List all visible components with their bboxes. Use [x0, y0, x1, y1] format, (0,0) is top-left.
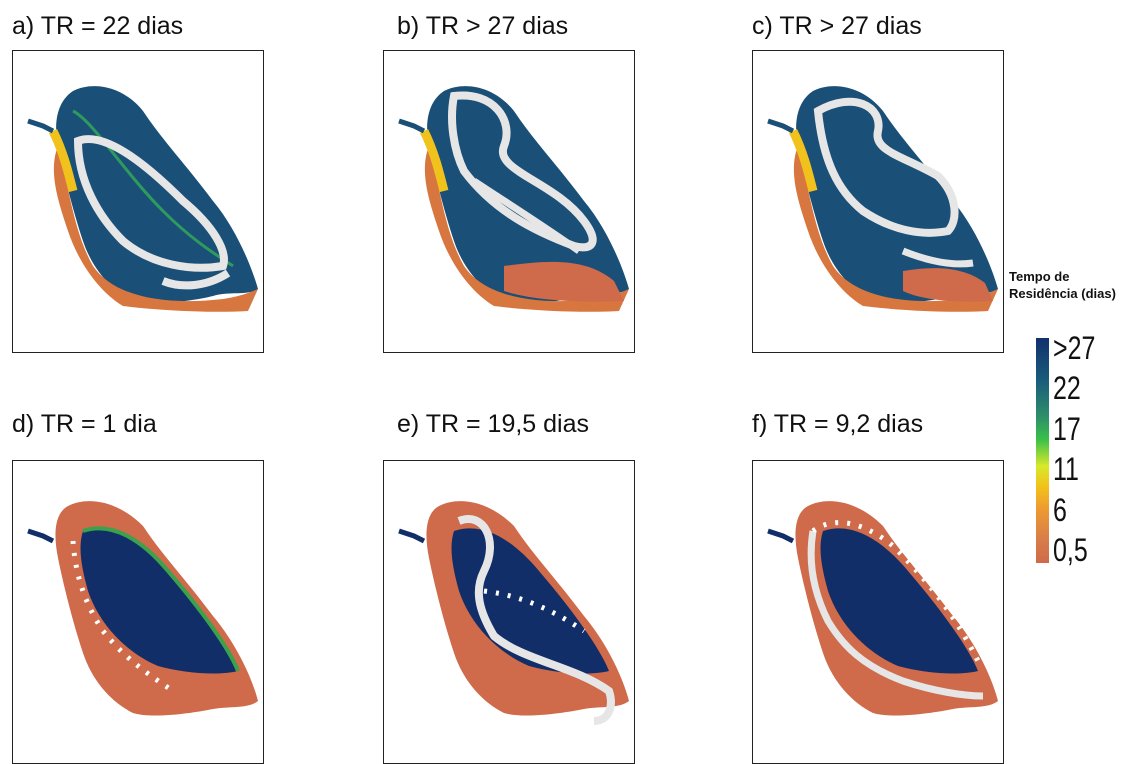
map-f-graphic: [767, 501, 998, 716]
legend-tick-17: 17: [1053, 411, 1081, 447]
panel-f-title: f) TR = 9,2 dias: [752, 410, 924, 438]
panel-c-title: c) TR > 27 dias: [752, 12, 922, 40]
legend-tick-11: 11: [1053, 451, 1079, 487]
map-b-graphic: [398, 86, 629, 312]
panel-d-title: d) TR = 1 dia: [12, 410, 157, 438]
map-d-graphic: [27, 501, 258, 716]
map-panel-e: [383, 460, 635, 764]
panel-b-title: b) TR > 27 dias: [397, 12, 569, 40]
map-a-graphic: [27, 86, 258, 312]
legend-tick-0-5: 0,5: [1053, 532, 1088, 568]
legend-title-line2: Residência (dias): [1009, 286, 1116, 301]
map-panel-d: [12, 460, 264, 764]
legend-tick-22: 22: [1053, 370, 1081, 406]
legend-tick-27: >27: [1053, 330, 1096, 366]
map-panel-f: [752, 460, 1004, 764]
panel-e-title: e) TR = 19,5 dias: [397, 410, 590, 438]
map-panel-c: [752, 50, 1004, 353]
panel-a-title: a) TR = 22 dias: [12, 12, 184, 40]
legend-tick-6: 6: [1053, 492, 1067, 528]
legend-title: Tempo de Residência (dias): [1009, 268, 1116, 302]
map-e-graphic: [398, 501, 629, 725]
map-panel-b: [383, 50, 635, 353]
map-c-graphic: [767, 86, 998, 312]
map-panel-a: [12, 50, 264, 353]
color-scale-bar: [1036, 338, 1049, 563]
legend-title-line1: Tempo de: [1009, 269, 1070, 284]
